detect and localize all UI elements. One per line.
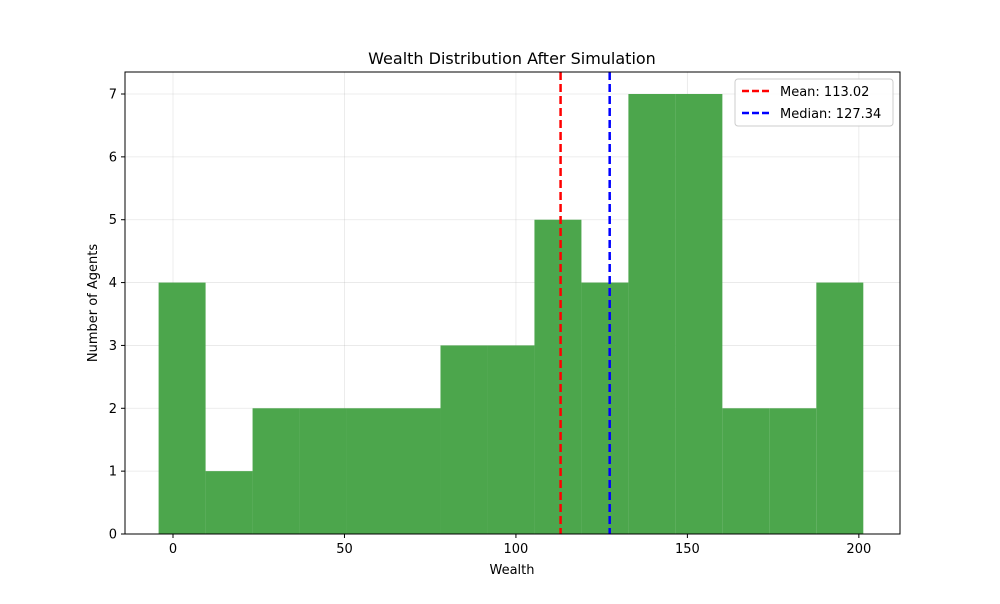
y-axis-label: Number of Agents — [86, 244, 101, 362]
y-tick-label: 1 — [109, 465, 117, 480]
histogram-bar — [769, 408, 817, 534]
legend: Mean: 113.02 Median: 127.34 — [734, 78, 894, 127]
y-tick-label: 4 — [109, 276, 117, 291]
histogram-bar — [346, 408, 394, 534]
histogram-bar — [205, 471, 253, 534]
bars-layer — [158, 94, 864, 534]
x-tick-label: 0 — [169, 542, 177, 557]
histogram-bar — [581, 282, 629, 534]
chart-title: Wealth Distribution After Simulation — [368, 49, 656, 68]
x-tick-label: 200 — [846, 542, 871, 557]
histogram-bar — [252, 408, 300, 534]
x-tick-label: 150 — [675, 542, 700, 557]
x-axis-label: Wealth — [489, 563, 534, 578]
y-tick-label: 0 — [109, 528, 117, 543]
x-tick-label: 50 — [336, 542, 353, 557]
histogram-bar — [440, 345, 488, 534]
ticks-layer: 0 50 100 150 200 0 1 2 3 4 5 6 7 — [109, 88, 872, 558]
histogram-bar — [158, 282, 206, 534]
histogram-bar — [675, 94, 723, 534]
histogram-bar — [628, 94, 676, 534]
histogram-bar — [299, 408, 347, 534]
y-tick-label: 2 — [109, 402, 117, 417]
histogram-bar — [487, 345, 535, 534]
reference-lines-layer — [559, 72, 611, 534]
legend-label: Median: 127.34 — [780, 107, 881, 122]
y-tick-label: 5 — [109, 213, 117, 228]
y-tick-label: 3 — [109, 339, 117, 354]
y-tick-label: 6 — [109, 150, 117, 165]
histogram-bar — [393, 408, 441, 534]
y-tick-label: 7 — [109, 88, 117, 103]
histogram-bar — [534, 219, 582, 534]
legend-box — [734, 78, 894, 127]
x-tick-label: 100 — [504, 542, 529, 557]
histogram-bar — [722, 408, 770, 534]
plot-frame — [124, 71, 901, 535]
legend-label: Mean: 113.02 — [780, 85, 869, 100]
histogram-bar — [816, 282, 864, 534]
